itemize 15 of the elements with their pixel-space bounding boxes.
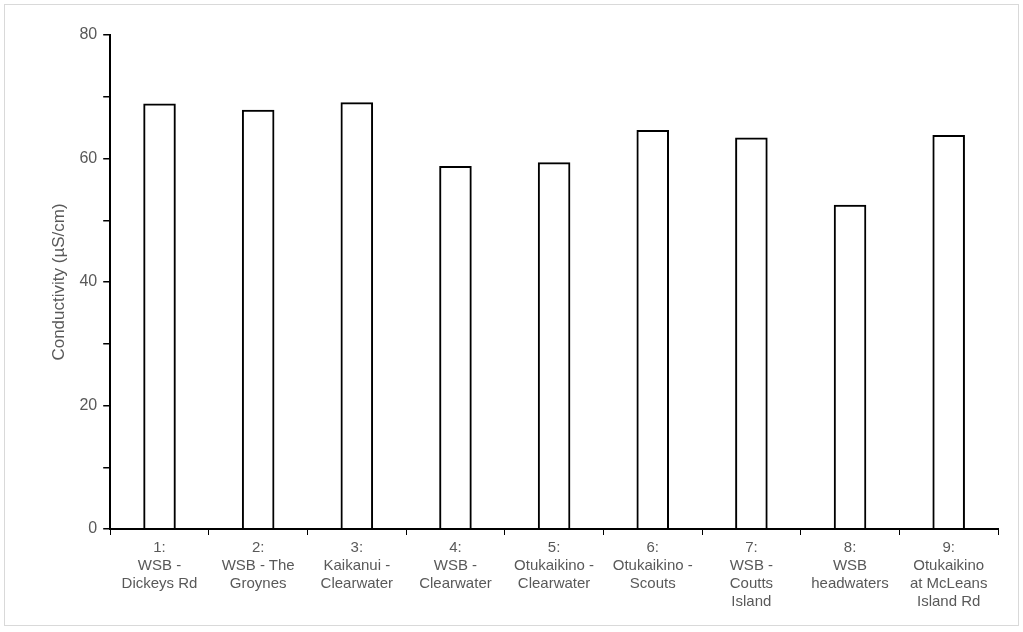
- y-tick-label: 80: [79, 25, 98, 43]
- x-tick-label: 4: WSB - Clearwater: [419, 538, 492, 592]
- x-tick-label: 6: Otukaikino - Scouts: [612, 538, 693, 592]
- x-tick-label: 9: Otukaikino at McLeans Island Rd: [909, 538, 988, 610]
- y-tick-label: 40: [79, 272, 98, 290]
- x-tick-label: 5: Otukaikino - Clearwater: [514, 538, 595, 592]
- y-tick-label: 60: [79, 148, 98, 166]
- x-tick-label: 3: Kaikanui - Clearwater: [320, 538, 394, 592]
- y-axis-title: Conductivity (µS/cm): [48, 203, 68, 361]
- x-tick-label: 8: WSB headwaters: [811, 538, 889, 592]
- x-tick-label: 1: WSB - Dickeys Rd: [121, 538, 198, 592]
- y-tick-label: 20: [79, 395, 98, 413]
- x-tick-label: 7: WSB - Coutts Island: [729, 538, 774, 610]
- y-tick-label: 0: [88, 519, 98, 537]
- x-tick-label: 2: WSB - The Groynes: [221, 538, 295, 592]
